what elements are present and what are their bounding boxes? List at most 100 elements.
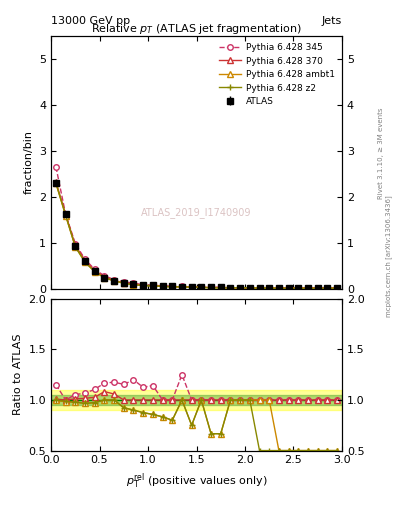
Line: Pythia 6.428 345: Pythia 6.428 345 — [53, 164, 340, 291]
Pythia 6.428 370 — [335, 285, 340, 291]
Pythia 6.428 345 — [151, 282, 155, 288]
Pythia 6.428 370 — [83, 258, 87, 264]
Pythia 6.428 370 — [286, 285, 291, 291]
Pythia 6.428 345 — [335, 285, 340, 291]
Pythia 6.428 345 — [131, 280, 136, 286]
Pythia 6.428 370 — [325, 285, 330, 291]
Pythia 6.428 ambt1 — [170, 284, 174, 290]
Pythia 6.428 370 — [112, 278, 116, 284]
Pythia 6.428 370 — [209, 284, 213, 290]
Pythia 6.428 ambt1 — [160, 283, 165, 289]
Bar — [51, 390, 342, 410]
Pythia 6.428 345 — [248, 285, 252, 291]
Pythia 6.428 345 — [267, 285, 272, 291]
Pythia 6.428 370 — [102, 274, 107, 280]
Pythia 6.428 z2 — [112, 278, 116, 284]
Pythia 6.428 ambt1 — [131, 282, 136, 288]
Pythia 6.428 ambt1 — [189, 284, 194, 290]
Pythia 6.428 345 — [199, 284, 204, 290]
Pythia 6.428 370 — [257, 285, 262, 291]
Pythia 6.428 ambt1 — [296, 285, 301, 291]
Pythia 6.428 z2 — [267, 285, 272, 291]
Pythia 6.428 z2 — [238, 285, 242, 291]
Pythia 6.428 345 — [83, 256, 87, 262]
Pythia 6.428 ambt1 — [335, 285, 340, 291]
Pythia 6.428 z2 — [228, 285, 233, 291]
Pythia 6.428 ambt1 — [277, 285, 281, 291]
Pythia 6.428 ambt1 — [53, 180, 58, 186]
Pythia 6.428 z2 — [141, 283, 145, 289]
X-axis label: $p_{\mathrm{T}}^{\mathrm{rel}}$ (positive values only): $p_{\mathrm{T}}^{\mathrm{rel}}$ (positiv… — [126, 471, 267, 490]
Pythia 6.428 z2 — [151, 283, 155, 289]
Y-axis label: fraction/bin: fraction/bin — [24, 130, 33, 194]
Pythia 6.428 z2 — [315, 285, 320, 291]
Text: Jets: Jets — [321, 15, 342, 26]
Pythia 6.428 345 — [306, 285, 310, 291]
Pythia 6.428 370 — [248, 285, 252, 291]
Pythia 6.428 ambt1 — [92, 269, 97, 275]
Pythia 6.428 z2 — [92, 269, 97, 275]
Pythia 6.428 z2 — [160, 283, 165, 289]
Legend: Pythia 6.428 345, Pythia 6.428 370, Pythia 6.428 ambt1, Pythia 6.428 z2, ATLAS: Pythia 6.428 345, Pythia 6.428 370, Pyth… — [216, 40, 338, 109]
Pythia 6.428 370 — [151, 283, 155, 289]
Pythia 6.428 z2 — [325, 285, 330, 291]
Pythia 6.428 345 — [53, 164, 58, 170]
Pythia 6.428 370 — [219, 284, 223, 290]
Text: mcplots.cern.ch [arXiv:1306.3436]: mcplots.cern.ch [arXiv:1306.3436] — [386, 195, 393, 317]
Pythia 6.428 370 — [189, 284, 194, 290]
Pythia 6.428 z2 — [248, 285, 252, 291]
Pythia 6.428 ambt1 — [180, 284, 184, 290]
Pythia 6.428 345 — [92, 266, 97, 272]
Pythia 6.428 345 — [189, 284, 194, 290]
Pythia 6.428 ambt1 — [228, 285, 233, 291]
Pythia 6.428 z2 — [73, 244, 78, 250]
Pythia 6.428 ambt1 — [73, 244, 78, 250]
Pythia 6.428 ambt1 — [63, 212, 68, 219]
Pythia 6.428 345 — [257, 285, 262, 291]
Pythia 6.428 345 — [170, 283, 174, 289]
Line: Pythia 6.428 z2: Pythia 6.428 z2 — [52, 180, 341, 292]
Pythia 6.428 ambt1 — [112, 278, 116, 284]
Pythia 6.428 ambt1 — [257, 285, 262, 291]
Pythia 6.428 ambt1 — [141, 283, 145, 289]
Pythia 6.428 ambt1 — [121, 280, 126, 286]
Pythia 6.428 z2 — [209, 285, 213, 291]
Pythia 6.428 z2 — [277, 285, 281, 291]
Pythia 6.428 370 — [160, 283, 165, 289]
Pythia 6.428 z2 — [199, 284, 204, 290]
Pythia 6.428 370 — [131, 281, 136, 287]
Pythia 6.428 z2 — [131, 282, 136, 288]
Pythia 6.428 370 — [180, 284, 184, 290]
Pythia 6.428 z2 — [102, 274, 107, 281]
Pythia 6.428 370 — [73, 242, 78, 248]
Line: Pythia 6.428 370: Pythia 6.428 370 — [53, 179, 340, 291]
Pythia 6.428 z2 — [335, 285, 340, 291]
Text: Rivet 3.1.10, ≥ 3M events: Rivet 3.1.10, ≥ 3M events — [378, 108, 384, 199]
Pythia 6.428 345 — [238, 285, 242, 291]
Pythia 6.428 z2 — [180, 284, 184, 290]
Pythia 6.428 ambt1 — [306, 285, 310, 291]
Pythia 6.428 ambt1 — [315, 285, 320, 291]
Pythia 6.428 z2 — [53, 180, 58, 186]
Y-axis label: Ratio to ATLAS: Ratio to ATLAS — [13, 334, 23, 415]
Pythia 6.428 370 — [315, 285, 320, 291]
Pythia 6.428 z2 — [296, 285, 301, 291]
Pythia 6.428 z2 — [306, 285, 310, 291]
Pythia 6.428 370 — [267, 285, 272, 291]
Pythia 6.428 345 — [112, 276, 116, 283]
Pythia 6.428 ambt1 — [286, 285, 291, 291]
Text: ATLAS_2019_I1740909: ATLAS_2019_I1740909 — [141, 207, 252, 218]
Pythia 6.428 ambt1 — [248, 285, 252, 291]
Text: 13000 GeV pp: 13000 GeV pp — [51, 15, 130, 26]
Pythia 6.428 345 — [286, 285, 291, 291]
Line: Pythia 6.428 ambt1: Pythia 6.428 ambt1 — [53, 181, 340, 291]
Pythia 6.428 345 — [63, 211, 68, 217]
Pythia 6.428 z2 — [170, 284, 174, 290]
Pythia 6.428 370 — [199, 284, 204, 290]
Pythia 6.428 ambt1 — [238, 285, 242, 291]
Pythia 6.428 345 — [141, 282, 145, 288]
Pythia 6.428 370 — [228, 285, 233, 291]
Pythia 6.428 345 — [209, 284, 213, 290]
Pythia 6.428 345 — [121, 279, 126, 285]
Pythia 6.428 345 — [315, 285, 320, 291]
